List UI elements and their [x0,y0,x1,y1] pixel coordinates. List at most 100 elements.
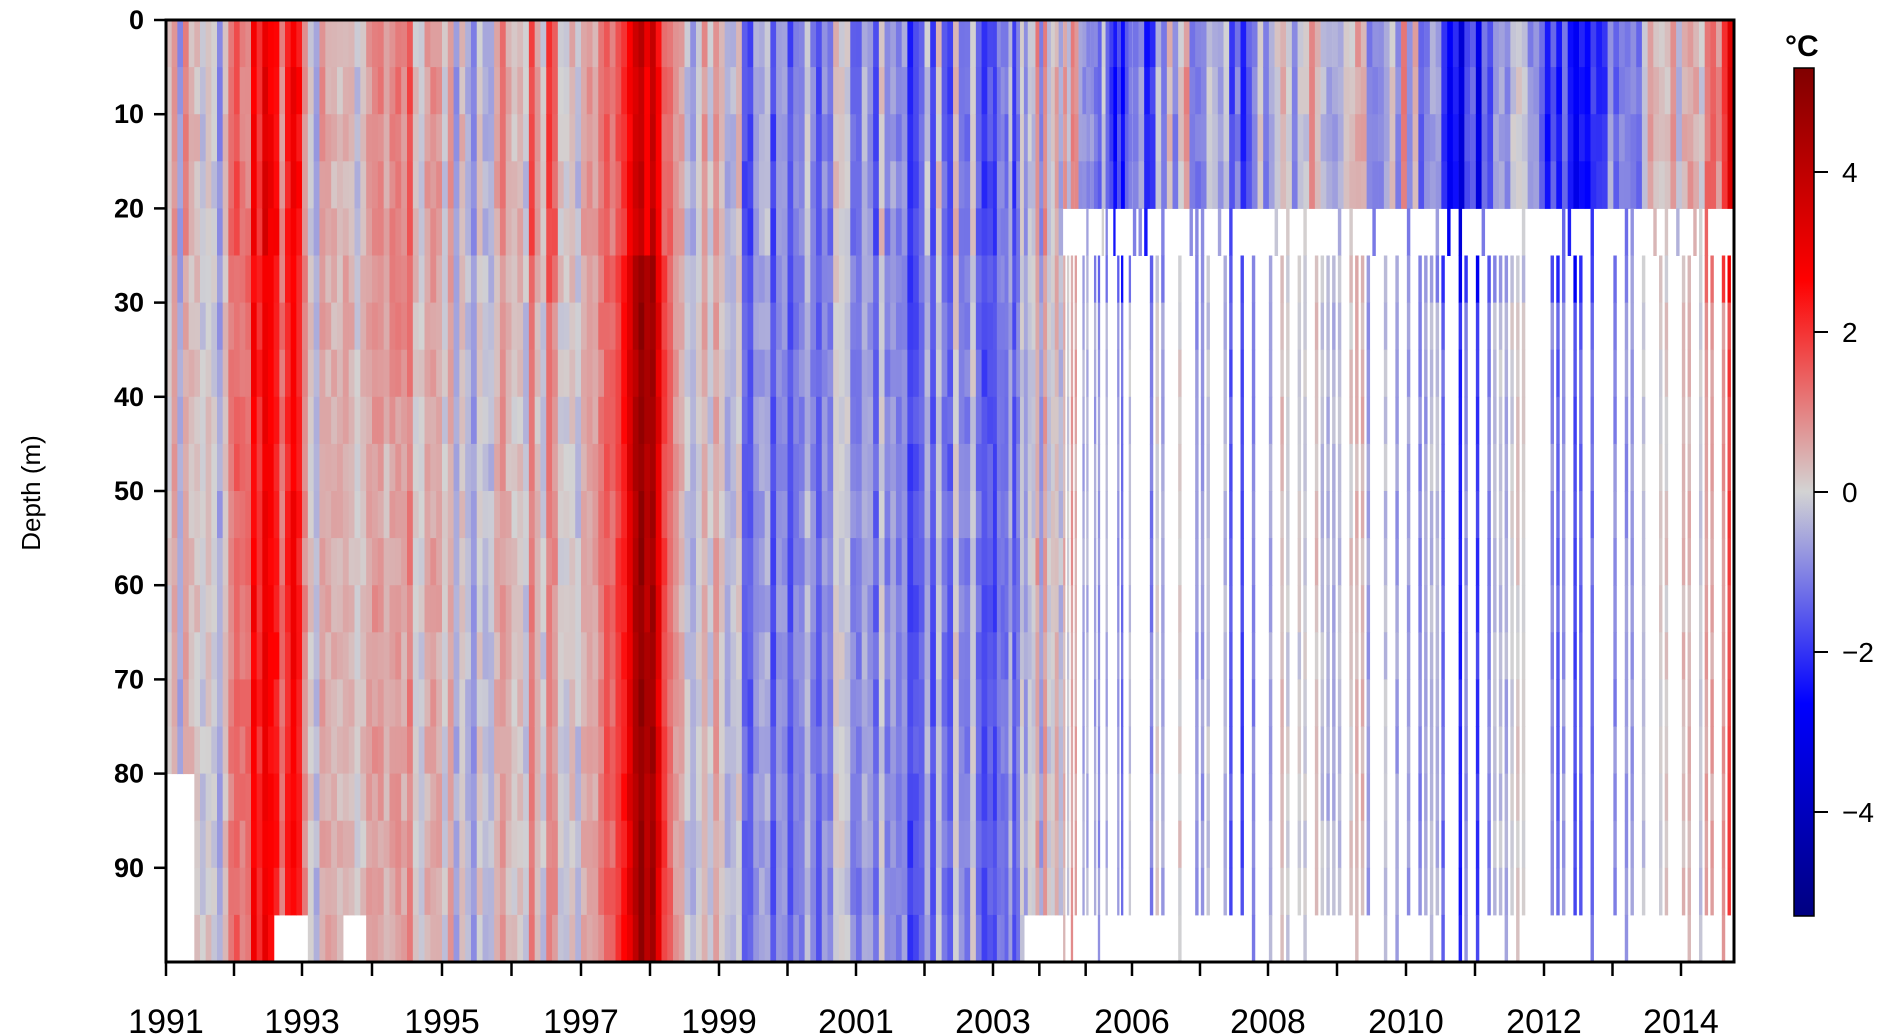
heat-cell [1155,585,1159,633]
heat-cell [534,396,542,445]
heat-cell [690,491,697,539]
heat-cell [494,867,501,916]
heat-cell [996,443,1002,492]
heat-cell [581,632,588,680]
heat-cell [798,67,806,115]
heat-cell [604,208,611,256]
heat-cell [958,396,966,445]
heat-cell [354,820,361,869]
heat-cell [1366,773,1371,822]
heat-cell [1395,585,1399,633]
heat-cell [383,914,391,962]
heat-cell [1710,114,1717,162]
heat-cell [861,349,869,398]
heat-cell [1664,396,1669,445]
heat-cell [707,161,714,209]
heat-cell [713,538,720,586]
heat-cell [996,255,1002,304]
heat-cell [1418,67,1425,115]
heat-cell [494,726,501,775]
heat-cell [262,396,269,445]
heat-cell [1590,820,1594,869]
heat-cell [1464,820,1468,869]
heat-cell [1750,821,1753,869]
heat-cell [1727,396,1731,445]
heat-cell [930,20,937,68]
heat-cell [1383,491,1388,539]
heat-cell [1012,255,1017,304]
heat-cell [890,349,897,398]
heat-cell [850,914,857,962]
heat-cell [1750,303,1753,351]
heat-cell [781,349,789,398]
heat-cell [1641,491,1646,539]
heat-cell [1561,538,1566,586]
heat-cell [1234,161,1241,209]
heat-cell [1074,161,1079,209]
heat-cell [1070,585,1074,633]
heat-cell [575,114,582,162]
heat-cell [1058,726,1064,775]
heat-cell [1475,255,1480,304]
heat-cell [482,67,489,115]
heat-cell [1372,67,1379,115]
heat-cell [747,302,754,351]
heat-cell [476,632,484,680]
heat-cell [476,255,484,304]
heat-cell [1008,679,1013,727]
heat-cell [313,820,321,869]
heat-cell [383,820,391,869]
heat-cell [1161,820,1165,869]
heat-cell [262,820,269,869]
heat-cell [470,396,478,445]
heat-cell [1710,867,1714,916]
heat-cell [1504,302,1509,351]
heat-cell [1412,20,1419,68]
heat-cell [412,349,420,398]
heat-cell [1074,349,1077,398]
heat-cell [534,914,542,962]
heat-cell [1579,491,1583,539]
heat-cell [372,773,379,822]
heat-cell [844,20,851,68]
heat-cell [753,585,760,633]
heat-cell [1698,67,1705,115]
heat-cell [552,67,559,115]
heat-cell [724,255,732,304]
heat-cell [1493,114,1500,162]
heat-cell [947,491,954,539]
heat-cell [730,20,737,68]
heat-cell [273,632,280,680]
heat-cell [758,773,766,822]
heat-cell [684,679,691,727]
heat-cell [171,114,178,162]
heat-cell [1320,349,1325,398]
heat-cell [1664,585,1669,633]
heat-cell [1447,67,1454,115]
heat-cell [764,538,771,586]
heat-cell [1082,302,1085,351]
heat-cell [1314,820,1319,869]
heat-cell [302,255,309,304]
heat-cell [615,867,622,916]
heat-cell [430,538,437,586]
heat-cell [878,491,886,539]
heat-cell [1008,349,1013,398]
heat-cell [476,538,484,586]
heat-cell [1035,114,1040,162]
heat-cell [1121,867,1124,916]
heat-cell [1493,820,1497,869]
heat-cell [730,255,737,304]
heat-cell [1320,538,1325,586]
heat-cell [331,773,338,822]
heat-cell [1498,726,1503,775]
heat-cell [1464,773,1468,822]
heat-cell [1195,679,1199,727]
heat-cell [1681,349,1686,398]
heat-cell [1240,255,1244,304]
heat-cell [867,491,874,539]
heat-cell [890,914,897,962]
heat-cell [470,161,478,209]
heat-cell [1078,20,1083,68]
heat-cell [1000,726,1006,775]
